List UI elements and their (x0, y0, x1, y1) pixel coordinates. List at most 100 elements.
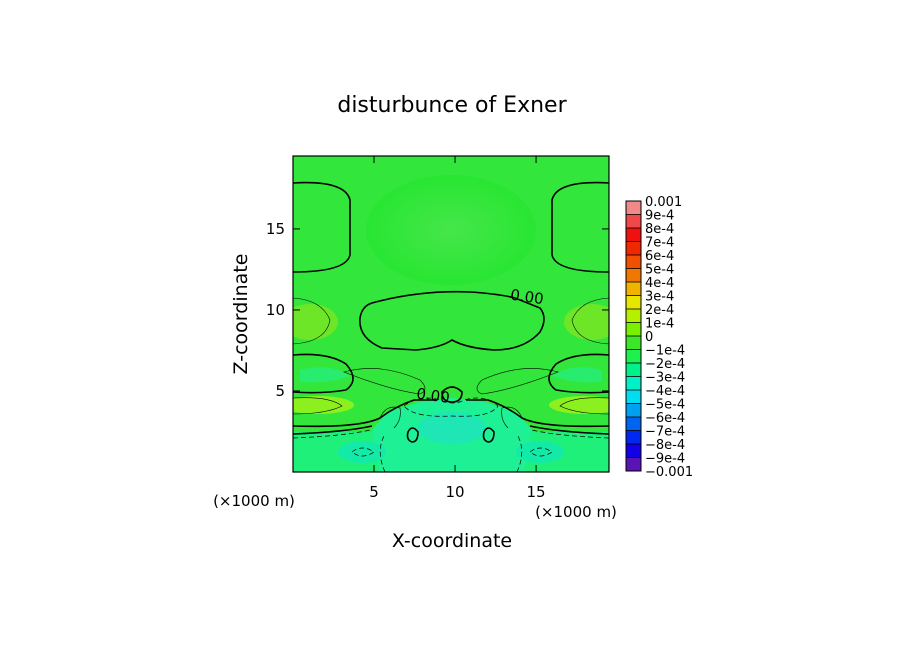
contour-thin-mid-right (571, 297, 609, 345)
y-tick-label: 15 (266, 220, 285, 238)
field-positive-low-left (293, 396, 354, 414)
colorbar-swatch (626, 363, 641, 377)
colorbar-swatch (626, 241, 641, 256)
colorbar-swatch (626, 322, 641, 337)
colorbar-swatch (626, 390, 641, 404)
colorbar-swatch (626, 214, 641, 229)
colorbar-label: 7e-4 (645, 236, 674, 251)
contour-thin-lobe-left (343, 368, 426, 395)
colorbar-label: 0.001 (645, 195, 682, 210)
field-negative-core-right (516, 441, 564, 463)
contour-thin-arch-left (379, 406, 401, 429)
chart-title: disturbunce of Exner (337, 93, 567, 118)
contour-mid-right (548, 353, 609, 394)
colorbar-label: −2e-4 (645, 357, 685, 372)
y-tick-label: 10 (266, 301, 285, 319)
field-positive-mid-left (293, 304, 338, 340)
x-tick-label: 5 (369, 483, 379, 501)
colorbar-label: −3e-4 (645, 371, 685, 386)
contour-low-left (293, 399, 436, 428)
y-tick-label: 5 (275, 382, 285, 400)
contour-center-closed (359, 290, 545, 351)
contour-label: 0.00 (415, 385, 451, 407)
colorbar-swatch (626, 336, 641, 350)
contour-thin-low-left (293, 397, 343, 415)
colorbar-swatch (626, 444, 641, 458)
colorbar-label: 3e-4 (645, 290, 674, 305)
colorbar-label: −4e-4 (645, 384, 685, 399)
contour-dashed-bottom-left (293, 429, 371, 439)
x-axis: 5 10 15 (369, 156, 546, 501)
z-unit-label: (×1000 m) (535, 503, 617, 521)
colorbar-label: 9e-4 (645, 209, 674, 224)
field-upper-center (366, 175, 536, 285)
x-unit-label: (×1000 m) (213, 492, 295, 510)
contour-thin-arch-right (501, 406, 523, 429)
contour-mid-left (293, 353, 354, 394)
colorbar-label: 8e-4 (645, 222, 674, 237)
colorbar-label: −7e-4 (645, 425, 685, 440)
contour-dashed-center (403, 397, 499, 417)
contour-small-left (406, 427, 419, 443)
contour-label: 0.00 (509, 286, 545, 308)
contour-low-right (466, 399, 609, 428)
colorbar-label: 1e-4 (645, 317, 674, 332)
colorbar-swatch (626, 417, 641, 431)
field-negative-core-left (338, 441, 386, 463)
field-negative-lobe-right (552, 367, 602, 383)
contour-dashed-edge-left (379, 435, 386, 472)
colorbar-label: 2e-4 (645, 303, 674, 318)
colorbar-swatch (626, 430, 641, 445)
contour-dashed-core-right (529, 447, 553, 457)
colorbar-label: 5e-4 (645, 263, 674, 278)
plot-frame (292, 155, 610, 473)
field-negative-center (418, 412, 486, 444)
colorbar-swatch (626, 268, 641, 283)
contour-upper-right (551, 181, 609, 273)
contour-center-loop (441, 386, 463, 403)
contour-dashed-bottom-right (531, 429, 609, 439)
colorbar-label: 0 (645, 330, 653, 345)
colorbar-swatch (626, 255, 641, 269)
positive-contours (293, 297, 609, 429)
colorbar-swatch (626, 228, 641, 242)
colorbar-swatch (626, 403, 641, 418)
contour-base-right (529, 425, 609, 435)
colorbar-swatch (626, 201, 641, 215)
x-tick-label: 10 (446, 483, 465, 501)
field-positive-low-right (549, 396, 609, 414)
negative-contours (293, 397, 609, 472)
zero-contours (293, 181, 609, 443)
plot-area (293, 156, 609, 472)
y-axis: 5 10 15 (266, 220, 609, 400)
colorbar-label: −1e-4 (645, 344, 685, 359)
colorbar-label: 6e-4 (645, 249, 674, 264)
y-axis-label: Z-coordinate (230, 254, 252, 375)
contour-thin-lobe-right (476, 368, 559, 395)
colorbar-swatch (626, 349, 641, 364)
colorbar-swatch (626, 376, 641, 391)
x-tick-label: 15 (527, 483, 546, 501)
colorbar-label: −6e-4 (645, 411, 685, 426)
field-negative-lobe-left (300, 367, 350, 383)
contour-upper-left (293, 181, 351, 273)
colorbar-swatch (626, 295, 641, 310)
colorbar-label: −0.001 (645, 465, 693, 480)
colorbar-swatch (626, 309, 641, 323)
colorbar-label: −5e-4 (645, 398, 685, 413)
contour-labels: 0.00 0.00 (415, 286, 545, 407)
contour-dashed-core-left (351, 447, 375, 457)
colorbar-label: 4e-4 (645, 276, 674, 291)
contour-dashed-edge-right (516, 435, 523, 472)
colorbar-label: −8e-4 (645, 438, 685, 453)
x-axis-label: X-coordinate (392, 530, 512, 552)
colorbar: 0.0019e-48e-47e-46e-45e-44e-43e-42e-41e-… (625, 195, 693, 480)
colorbar-label: −9e-4 (645, 452, 685, 467)
contour-base-left (293, 425, 373, 435)
contour-thin-low-right (559, 397, 609, 415)
colorbar-swatch (626, 457, 641, 472)
field-positive-mid-right (564, 304, 609, 340)
contour-small-right (482, 427, 495, 443)
contour-thin-mid-left (293, 297, 331, 345)
